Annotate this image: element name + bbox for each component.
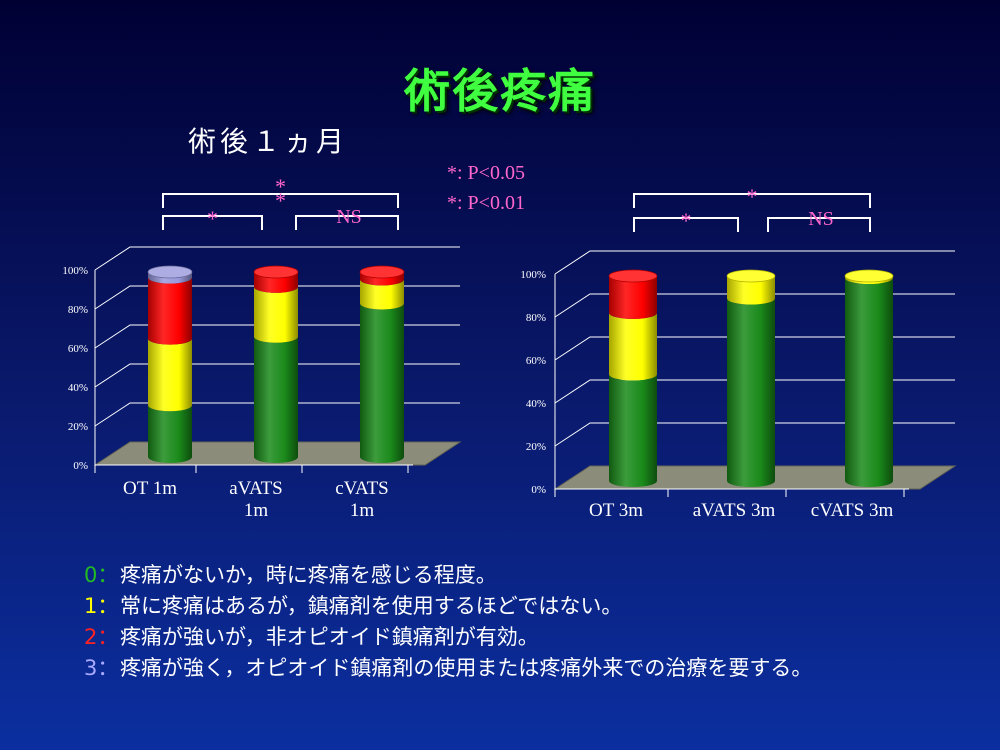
y-tick-label: 60% <box>526 355 546 367</box>
x-category-label: aVATS 3m <box>693 500 776 521</box>
significance-bracket <box>162 215 263 230</box>
bar-segment-grade2 <box>360 272 404 286</box>
significance-label: * <box>207 206 218 231</box>
y-tick-label: 100% <box>520 269 546 281</box>
y-tick-label: 80% <box>526 312 546 324</box>
significance-bracket <box>633 193 871 208</box>
bar-segment-grade1 <box>254 286 298 343</box>
chart-2: 0% 20% 40% 60% 80% 100% OT 3m aVATS 3m cVATS 3m *… <box>520 184 957 521</box>
bar-segment-grade3 <box>148 272 192 284</box>
pain-grade-legend: 0：疼痛がないか，時に疼痛を感じる程度。 1：常に疼痛はあるが，鎮痛剤を使用するほ… <box>84 560 812 684</box>
legend-text: 疼痛が強いが，非オピオイド鎮痛剤が有効。 <box>120 625 539 649</box>
gridline <box>554 422 955 447</box>
x-category-label: 1m <box>350 500 375 521</box>
gridline <box>94 402 460 427</box>
significance-note-p005: *: P<0.05 <box>447 162 525 184</box>
bar-segment-grade0 <box>360 303 404 463</box>
x-category-label: cVATS 3m <box>811 500 894 521</box>
significance-label: NS <box>808 208 834 230</box>
legend-text: 常に疼痛はあるが，鎮痛剤を使用するほどではない。 <box>120 594 623 618</box>
bar-segment-grade2 <box>609 276 657 319</box>
bar-segment-grade0 <box>845 278 894 487</box>
bar-segment-grade1 <box>727 276 775 305</box>
significance-bracket <box>295 215 399 230</box>
bar-segment-grade1 <box>609 312 657 381</box>
legend-item-2: 2：疼痛が強いが，非オピオイド鎮痛剤が有効。 <box>84 622 812 653</box>
x-category-label: OT 1m <box>123 478 177 499</box>
slide-subtitle: 術後１ヵ月 <box>188 125 349 158</box>
bar-segment-grade1 <box>845 276 894 285</box>
y-tick-label: 20% <box>68 421 88 433</box>
x-category-label: cVATS <box>335 478 389 499</box>
bar-top-cap <box>608 269 658 283</box>
legend-code: 1： <box>84 594 119 618</box>
bar-segment-grade0 <box>148 405 192 463</box>
slide-title: 術後疼痛 <box>404 64 596 118</box>
significance-label: * <box>747 184 758 209</box>
y-tick-label: 80% <box>68 304 88 316</box>
bar-segment-grade0 <box>609 374 657 487</box>
significance-label: * <box>681 208 692 233</box>
gridline <box>94 363 460 388</box>
legend-code: 2： <box>84 625 119 649</box>
gridline <box>94 285 460 310</box>
gridline <box>554 293 955 318</box>
y-tick-label: 100% <box>62 265 88 277</box>
y-tick-label: 60% <box>68 343 88 355</box>
y-tick-label: 0% <box>531 484 546 496</box>
bar-top-cap <box>844 269 894 283</box>
legend-item-3: 3：疼痛が強く，オピオイド鎮痛剤の使用または疼痛外来での治療を要する。 <box>84 653 812 684</box>
gridline <box>94 324 460 349</box>
gridline <box>554 336 955 361</box>
significance-bracket <box>162 193 399 208</box>
legend-item-0: 0：疼痛がないか，時に疼痛を感じる程度。 <box>84 560 812 591</box>
y-tick-label: 40% <box>68 382 88 394</box>
y-tick-label: 40% <box>526 398 546 410</box>
legend-text: 疼痛が強く，オピオイド鎮痛剤の使用または疼痛外来での治療を要する。 <box>120 656 813 680</box>
significance-label: NS <box>336 206 362 228</box>
x-category-label: 1m <box>244 500 269 521</box>
gridline <box>554 379 955 404</box>
significance-label: * <box>275 188 286 213</box>
significance-label: * <box>275 174 286 199</box>
significance-note-p001: *: P<0.01 <box>447 192 525 214</box>
bar-segment-grade1 <box>360 279 404 310</box>
y-tick-label: 20% <box>526 441 546 453</box>
legend-text: 疼痛がないか，時に疼痛を感じる程度。 <box>120 563 497 587</box>
significance-bracket <box>767 217 871 232</box>
significance-bracket <box>633 217 739 232</box>
y-tick-label: 0% <box>73 460 88 472</box>
gridline <box>554 250 955 275</box>
bar-top-cap <box>359 265 405 279</box>
bar-segment-grade0 <box>254 336 298 463</box>
legend-code: 3： <box>84 656 119 680</box>
gridline <box>94 246 460 271</box>
bar-segment-grade2 <box>148 277 192 345</box>
bar-top-cap <box>147 265 193 279</box>
x-category-label: aVATS <box>229 478 283 499</box>
legend-item-1: 1：常に疼痛はあるが，鎮痛剤を使用するほどではない。 <box>84 591 812 622</box>
bar-segment-grade1 <box>148 338 192 412</box>
bar-top-cap <box>726 269 776 283</box>
bar-top-cap <box>253 265 299 279</box>
bar-segment-grade0 <box>727 298 775 487</box>
legend-code: 0： <box>84 563 119 587</box>
x-category-label: OT 3m <box>589 500 643 521</box>
